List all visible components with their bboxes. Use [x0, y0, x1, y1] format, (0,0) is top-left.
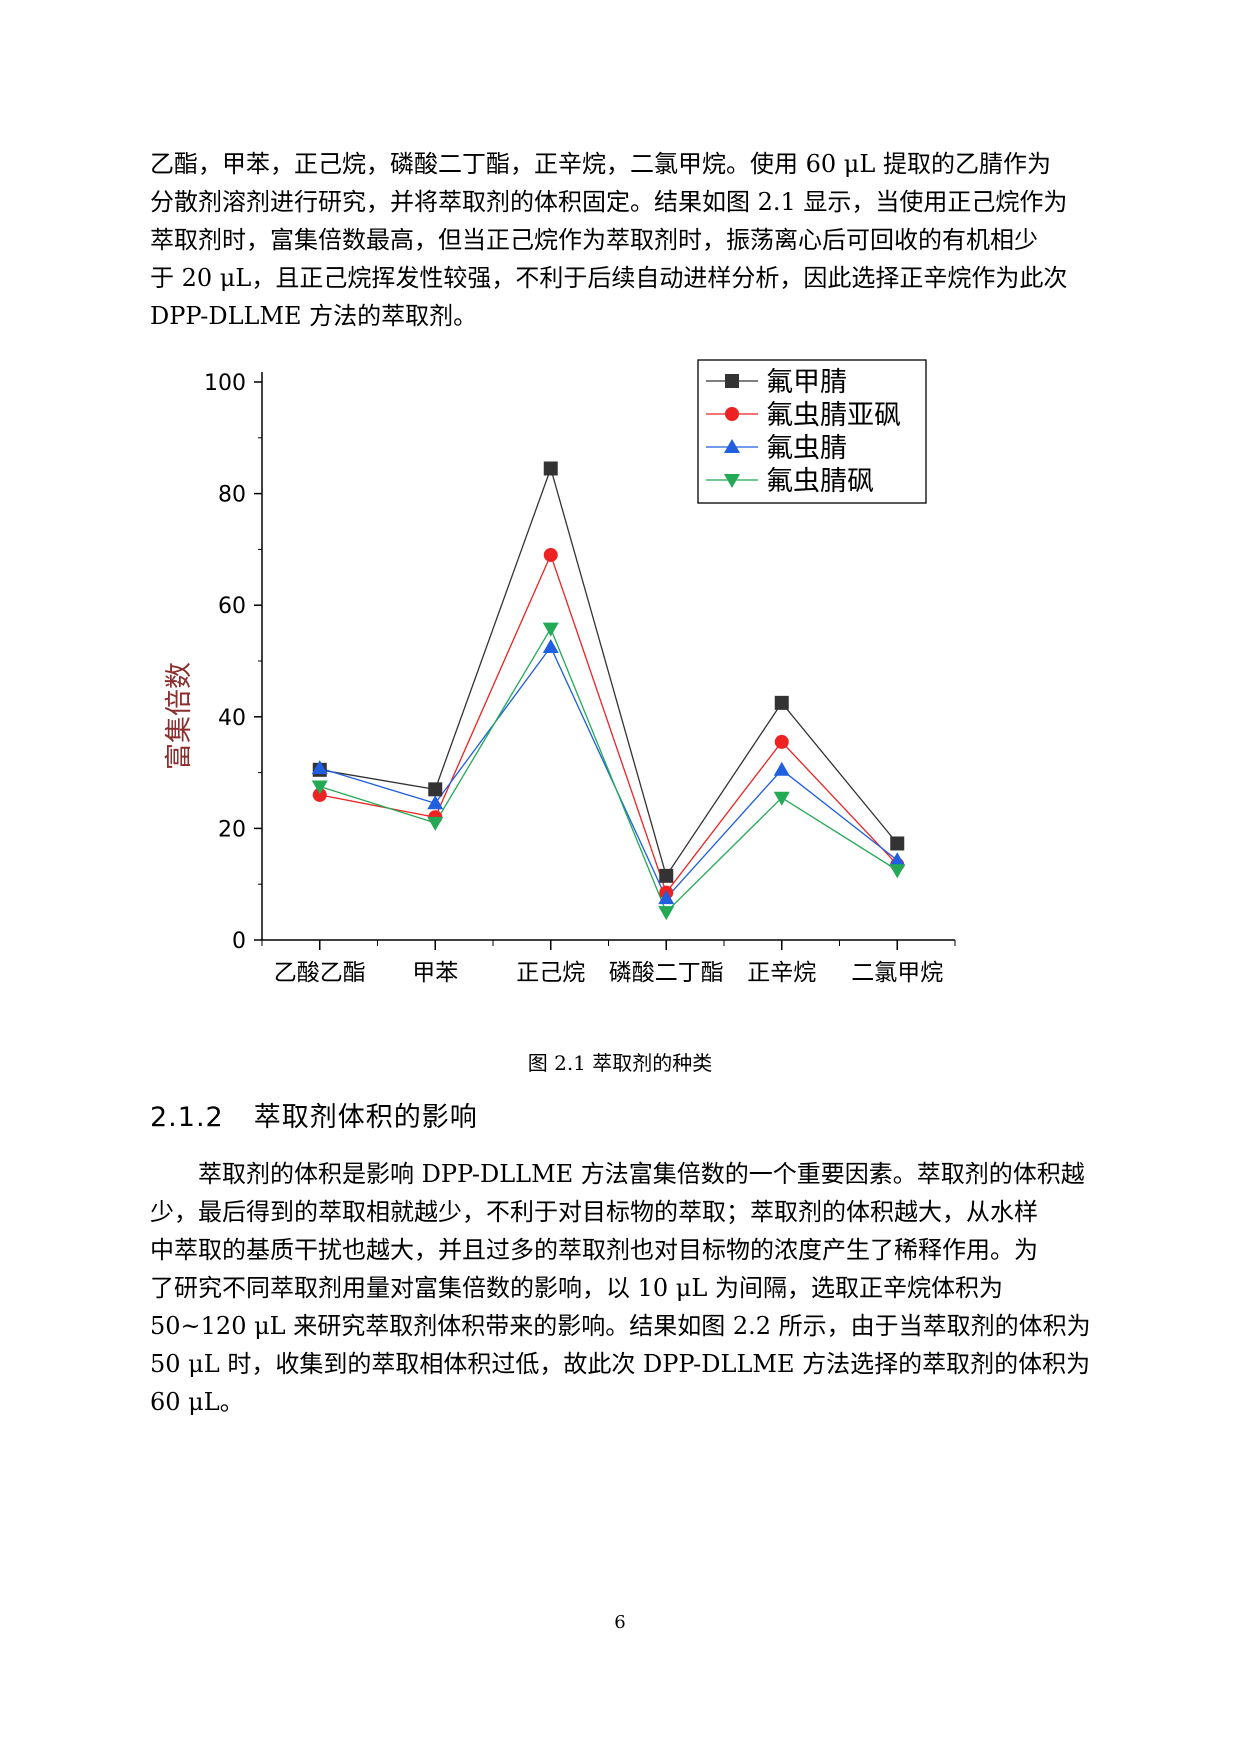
data-point-series-3 [542, 639, 559, 654]
legend-label: 氟虫腈 [766, 433, 847, 464]
y-tick-label: 40 [218, 706, 246, 731]
data-point-series-4 [427, 816, 444, 831]
text-line: 于 20 μL，且正己烷挥发性较强，不利于后续自动进样分析，因此选择正辛烷作为此… [150, 264, 1068, 292]
data-point-series-1 [659, 868, 674, 883]
y-tick-label: 0 [232, 929, 246, 954]
data-point-series-1 [890, 836, 905, 851]
data-point-series-1 [428, 782, 443, 797]
legend-label: 氟虫腈砜 [766, 466, 874, 497]
data-point-series-3 [889, 852, 906, 867]
paragraph-1: 乙酯，甲苯，正己烷，磷酸二丁酯，正辛烷，二氯甲烷。使用 60 μL 提取的乙腈作… [150, 145, 1100, 335]
text-line: 萃取剂时，富集倍数最高，但当正己烷作为萃取剂时，振荡离心后可回收的有机相少 [150, 226, 1038, 254]
legend-label: 氟甲腈 [766, 367, 847, 398]
data-point-series-2 [774, 734, 789, 749]
data-point-series-3 [427, 795, 444, 810]
line-chart: 0 20 40 60 80 100 乙酸乙酯 甲苯 正己烷 磷酸二丁酯 正辛烷 二氯甲烷 富集倍数 氟甲腈… [164, 359, 956, 986]
legend-marker [724, 474, 740, 488]
x-tick-label: 正辛烷 [747, 960, 816, 986]
data-point-series-2 [543, 547, 558, 562]
data-point-series-4 [773, 791, 790, 806]
data-point-series-4 [542, 622, 559, 637]
data-point-series-1 [543, 461, 558, 476]
legend-marker [725, 374, 739, 388]
paragraph-2: 萃取剂的体积是影响 DPP-DLLME 方法富集倍数的一个重要因素。萃取剂的体积… [150, 1155, 1100, 1421]
figure-caption: 图 2.1 萃取剂的种类 [527, 1051, 713, 1075]
legend-label: 氟虫腈亚砜 [766, 400, 901, 431]
series-line-2 [319, 553, 898, 894]
x-tick-label: 二氯甲烷 [851, 960, 943, 986]
x-tick-label: 磷酸二丁酯 [609, 960, 724, 986]
text-line: 分散剂溶剂进行研究，并将萃取剂的体积固定。结果如图 2.1 显示，当使用正己烷作… [150, 188, 1068, 216]
page-number: 6 [614, 1612, 626, 1633]
text-line: 了研究不同萃取剂用量对富集倍数的影响，以 10 μL 为间隔，选取正辛烷体积为 [150, 1274, 1003, 1302]
x-tick-label: 乙酸乙酯 [274, 960, 366, 986]
data-point-series-4 [311, 780, 328, 795]
y-tick-label: 20 [218, 817, 246, 842]
data-point-series-4 [889, 864, 906, 879]
data-point-series-3 [658, 890, 675, 905]
text-line: 50 μL 时，收集到的萃取相体积过低，故此次 DPP-DLLME 方法选择的萃… [150, 1350, 1091, 1378]
data-point-series-2 [312, 787, 327, 802]
series-line-4 [319, 627, 898, 914]
section-number: 2.1.2 [150, 1102, 224, 1133]
y-tick-label: 100 [204, 371, 246, 396]
series-line-3 [319, 645, 898, 900]
x-tick-label: 甲苯 [412, 960, 458, 986]
text-line: 50~120 μL 来研究萃取剂体积带来的影响。结果如图 2.2 所示，由于当萃… [150, 1312, 1091, 1340]
section-heading: 2.1.2 萃取剂体积的影响 [150, 1095, 478, 1134]
data-point-series-1 [774, 695, 789, 710]
series-line-1 [319, 466, 898, 878]
data-point-series-4 [658, 906, 675, 921]
y-tick-label: 60 [218, 594, 246, 619]
text-line: 中萃取的基质干扰也越大，并且过多的萃取剂也对目标物的浓度产生了稀释作用。为 [150, 1236, 1038, 1264]
x-tick-label: 正己烷 [516, 960, 585, 986]
legend-marker [725, 407, 739, 421]
text-line: 60 μL。 [150, 1388, 244, 1416]
y-tick-label: 80 [218, 483, 246, 508]
data-point-series-3 [311, 760, 328, 775]
text-line: 乙酯，甲苯，正己烷，磷酸二丁酯，正辛烷，二氯甲烷。使用 60 μL 提取的乙腈作… [150, 150, 1051, 178]
text-line: DPP-DLLME 方法的萃取剂。 [150, 302, 478, 330]
data-point-series-3 [773, 761, 790, 776]
legend-marker [724, 439, 740, 453]
text-line: 少，最后得到的萃取相就越少，不利于对目标物的萃取；萃取剂的体积越大，从水样 [150, 1198, 1038, 1226]
text-line: 萃取剂的体积是影响 DPP-DLLME 方法富集倍数的一个重要因素。萃取剂的体积… [198, 1160, 1085, 1188]
y-axis-label: 富集倍数 [164, 662, 195, 770]
section-title: 萃取剂体积的影响 [253, 1102, 478, 1133]
